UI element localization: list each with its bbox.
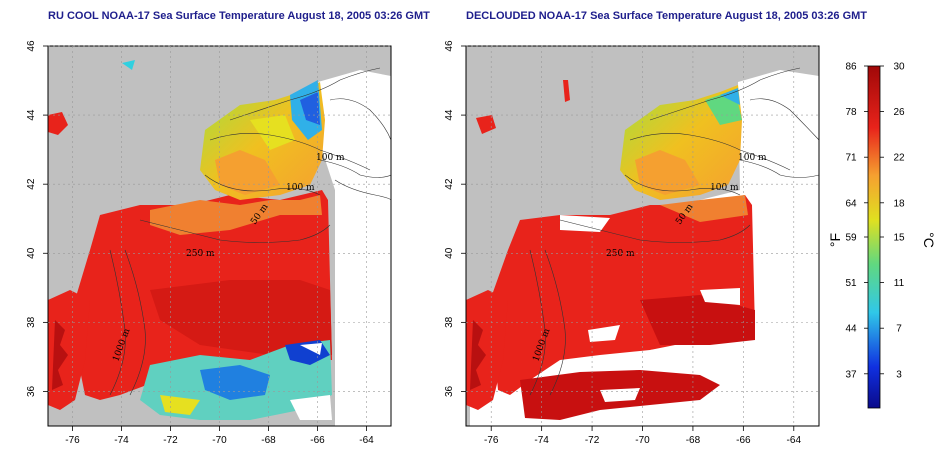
- colorbar-label-c: 3: [896, 369, 902, 380]
- x-tick-label: -76: [65, 435, 80, 446]
- x-tick-label: -68: [261, 435, 276, 446]
- colorbar-label-f: 78: [845, 107, 857, 118]
- x-tick-label: -74: [534, 435, 549, 446]
- contour-label-250m: 250 m: [186, 249, 215, 259]
- x-tick-label: -66: [310, 435, 325, 446]
- y-tick-label: 42: [26, 178, 37, 190]
- x-tick-label: -74: [114, 435, 129, 446]
- colorbar-label-f: 59: [845, 233, 857, 244]
- colorbar-label-f: 64: [845, 198, 857, 209]
- x-tick-label: -66: [736, 435, 751, 446]
- right-map: 100 m 100 m 50 m 250 m 1000 m -76 -74 -72-…: [444, 40, 820, 446]
- y-tick-label: 38: [444, 316, 455, 328]
- left-map-grid: [48, 45, 391, 426]
- x-tick-label: -70: [212, 435, 227, 446]
- left-map-title: RU COOL NOAA-17 Sea Surface Temperature …: [48, 10, 430, 22]
- x-tick-label: -72: [585, 435, 600, 446]
- fahrenheit-label: °F: [827, 233, 843, 247]
- y-tick-label: 44: [26, 109, 37, 121]
- colorbar-label-c: 18: [893, 198, 905, 209]
- left-map-x-ticks: -76 -74 -72 -70 -68 -66 -64: [65, 426, 374, 446]
- colorbar-label-c: 11: [894, 278, 905, 289]
- colorbar-fahrenheit-ticks: 86 78 71 64 59 51 44 37: [845, 62, 868, 380]
- x-tick-label: -70: [635, 435, 650, 446]
- right-map-title: DECLOUDED NOAA-17 Sea Surface Temperatur…: [466, 10, 868, 22]
- y-tick-label: 36: [26, 385, 37, 397]
- y-tick-label: 40: [444, 247, 455, 259]
- y-tick-label: 46: [26, 40, 37, 52]
- x-tick-label: -72: [163, 435, 178, 446]
- contour-label-250m: 250 m: [606, 249, 635, 259]
- sst-warm-region: [488, 195, 755, 395]
- colorbar-label-f: 37: [845, 369, 857, 380]
- left-map-y-ticks: 46 44 42 40 38 36: [26, 40, 48, 397]
- y-tick-label: 36: [444, 385, 455, 397]
- colorbar-label-f: 71: [845, 153, 857, 164]
- right-map-grid: [466, 45, 819, 426]
- y-tick-label: 42: [444, 178, 455, 190]
- y-tick-label: 38: [26, 316, 37, 328]
- colorbar-label-c: 26: [893, 107, 905, 118]
- contour-label-100m-b: 100 m: [710, 183, 739, 193]
- colorbar-label-c: 15: [893, 233, 905, 244]
- x-tick-label: -68: [686, 435, 701, 446]
- colorbar-label-f: 44: [845, 324, 857, 335]
- x-tick-label: -76: [484, 435, 499, 446]
- contour-label-100m-b: 100 m: [286, 183, 315, 193]
- colorbar-celsius-ticks: 30 26 22 18 15 11 7 3: [880, 62, 905, 380]
- left-map: 100 m 100 m 50 m 250 m 1000 m -76 -74 -72-…: [26, 40, 392, 446]
- x-tick-label: -64: [359, 435, 374, 446]
- y-tick-label: 40: [26, 247, 37, 259]
- celsius-label: °C: [921, 232, 937, 248]
- y-tick-label: 46: [444, 40, 455, 52]
- colorbar-gradient: [867, 65, 881, 409]
- colorbar: 86 78 71 64 59 51 44 37 30 26 22 18 15 11 7 3 °F °C: [827, 62, 937, 409]
- colorbar-label-c: 30: [893, 62, 905, 73]
- contour-label-100m-a: 100 m: [316, 153, 345, 163]
- right-map-y-ticks: 46 44 42 40 38 36: [444, 40, 466, 397]
- x-tick-label: -64: [787, 435, 802, 446]
- y-tick-label: 44: [444, 109, 455, 121]
- colorbar-label-c: 7: [896, 324, 902, 335]
- colorbar-label-f: 86: [845, 62, 857, 73]
- contour-label-100m-a: 100 m: [738, 153, 767, 163]
- colorbar-label-c: 22: [893, 153, 905, 164]
- right-map-x-ticks: -76 -74 -72 -70 -68 -66 -64: [484, 426, 801, 446]
- colorbar-label-f: 51: [845, 278, 857, 289]
